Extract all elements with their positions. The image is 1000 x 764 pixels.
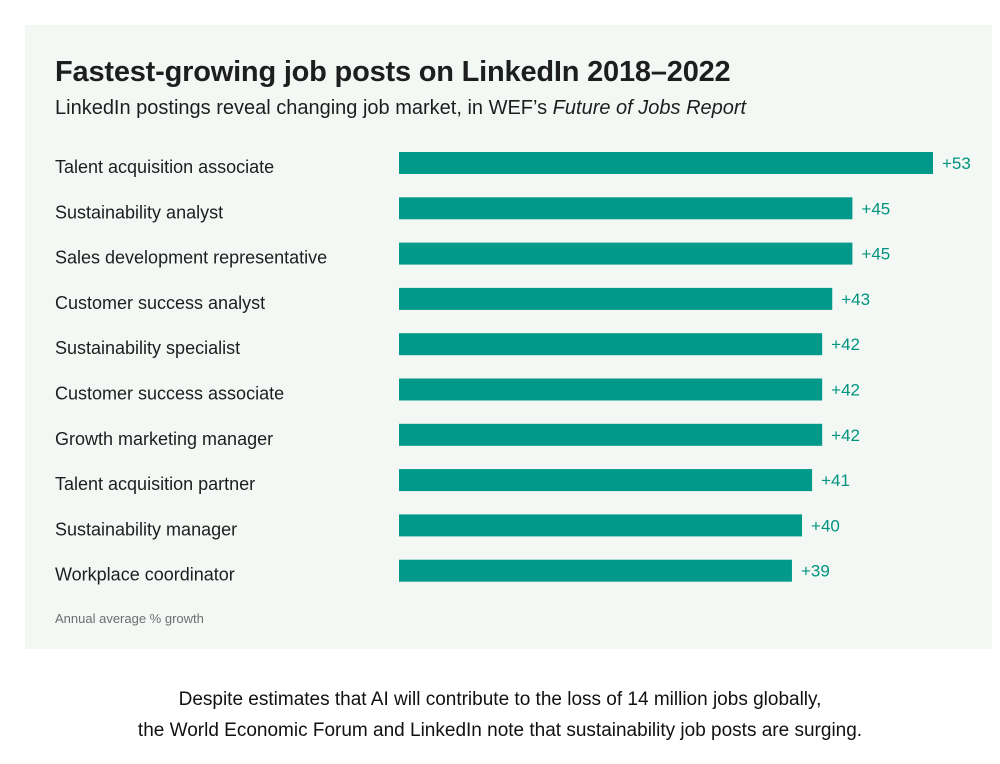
caption-line-2: the World Economic Forum and LinkedIn no…: [137, 720, 863, 741]
bar: [399, 559, 792, 582]
category-label: Customer success analyst: [55, 293, 265, 313]
chart-panel: Fastest-growing job posts on LinkedIn 20…: [25, 25, 992, 649]
category-label: Sustainability manager: [55, 519, 237, 539]
bar-chart: Talent acquisition associate +53 Sustainab…: [55, 152, 971, 585]
bar: [399, 469, 813, 492]
subtitle-report-name: Future of Jobs Report: [552, 97, 747, 119]
category-label: Sustainability analyst: [55, 202, 223, 222]
caption: Despite estimates that AI will contribut…: [0, 684, 1000, 746]
category-label: Customer success associate: [55, 384, 284, 404]
value-label: +45: [861, 245, 890, 264]
value-label: +42: [831, 426, 860, 445]
bar: [399, 378, 823, 401]
caption-line-1: Despite estimates that AI will contribut…: [178, 689, 822, 710]
category-label: Growth marketing manager: [55, 429, 273, 449]
value-label: +41: [821, 471, 850, 490]
bar: [399, 287, 833, 310]
value-label: +53: [942, 154, 971, 173]
bar: [399, 197, 853, 220]
value-label: +45: [861, 199, 890, 218]
bar: [399, 514, 803, 537]
category-label: Sustainability specialist: [55, 338, 240, 358]
axis-note: Annual average % growth: [55, 611, 204, 626]
chart-title: Fastest-growing job posts on LinkedIn 20…: [55, 56, 731, 88]
subtitle-text: LinkedIn postings reveal changing job ma…: [55, 97, 553, 119]
bar: [399, 423, 823, 446]
bar: [399, 242, 853, 265]
value-label: +40: [811, 516, 840, 535]
bar: [399, 152, 933, 174]
value-label: +43: [841, 290, 870, 309]
bar: [399, 333, 823, 356]
category-label: Sales development representative: [55, 248, 327, 268]
value-label: +39: [801, 562, 830, 581]
value-label: +42: [831, 381, 860, 400]
chart-subtitle: LinkedIn postings reveal changing job ma…: [55, 97, 746, 120]
category-label: Workplace coordinator: [55, 565, 235, 585]
category-label: Talent acquisition partner: [55, 474, 255, 494]
category-label: Talent acquisition associate: [55, 157, 274, 177]
value-label: +42: [831, 335, 860, 354]
